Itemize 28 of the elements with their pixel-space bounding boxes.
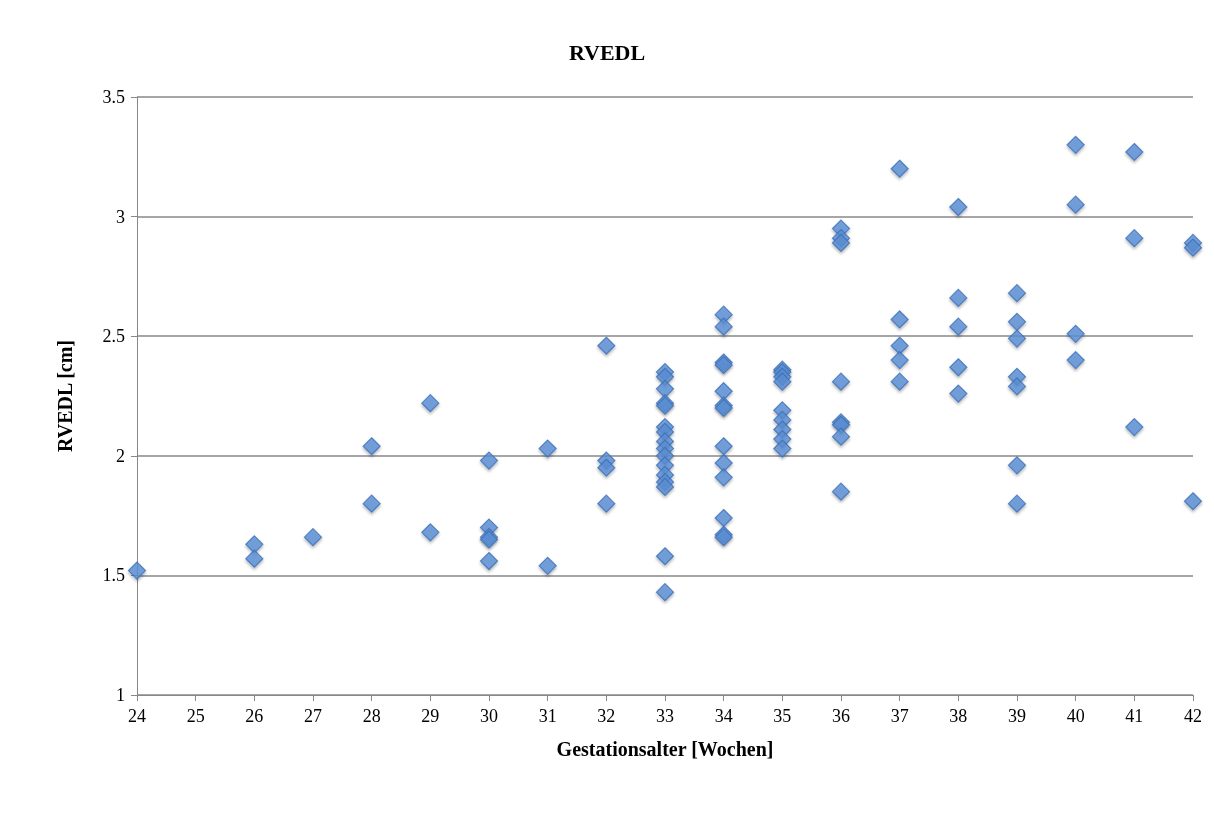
x-axis-title: Gestationsalter [Wochen] xyxy=(556,738,774,760)
x-tick-label: 29 xyxy=(421,706,440,726)
chart-title: RVEDL xyxy=(568,39,646,65)
y-tick-label: 2 xyxy=(116,445,125,466)
y-tick-label: 1.5 xyxy=(102,565,125,586)
x-tick-label: 26 xyxy=(245,706,264,726)
y-axis-title: RVEDL [cm] xyxy=(54,339,76,453)
x-tick-label: 25 xyxy=(186,706,205,726)
x-tick-label: 31 xyxy=(538,706,557,726)
y-tick-label: 3.5 xyxy=(102,87,125,107)
x-tick-label: 37 xyxy=(890,706,909,726)
y-tick-label: 3 xyxy=(116,206,125,227)
x-tick-label: 30 xyxy=(480,706,498,726)
x-tick-label: 24 xyxy=(128,706,146,726)
x-tick-label: 28 xyxy=(362,706,381,726)
x-tick-label: 34 xyxy=(714,706,733,726)
x-tick-label: 40 xyxy=(1066,706,1085,726)
x-tick-label: 32 xyxy=(597,706,616,726)
y-tick-label: 1 xyxy=(116,685,125,705)
x-tick-label: 35 xyxy=(773,706,792,726)
x-tick-label: 27 xyxy=(304,706,322,726)
x-tick-label: 39 xyxy=(1008,706,1026,726)
x-tick-label: 42 xyxy=(1184,706,1202,726)
x-tick-label: 33 xyxy=(656,706,674,726)
y-tick-label: 2.5 xyxy=(102,326,125,347)
x-tick-label: 36 xyxy=(832,706,850,726)
x-tick-label: 38 xyxy=(949,706,968,726)
x-tick-label: 41 xyxy=(1125,706,1144,726)
